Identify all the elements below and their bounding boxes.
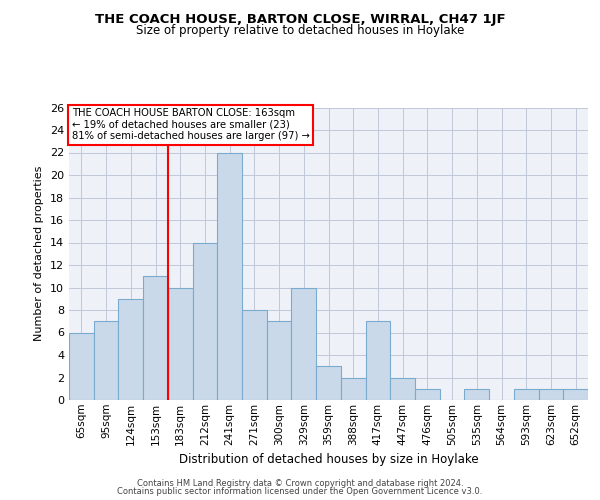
Bar: [390, 378, 415, 400]
Bar: [94, 322, 118, 400]
Bar: [217, 152, 242, 400]
Bar: [267, 322, 292, 400]
Bar: [464, 389, 489, 400]
Bar: [69, 332, 94, 400]
Bar: [292, 288, 316, 400]
Text: THE COACH HOUSE, BARTON CLOSE, WIRRAL, CH47 1JF: THE COACH HOUSE, BARTON CLOSE, WIRRAL, C…: [95, 12, 505, 26]
Bar: [563, 389, 588, 400]
Bar: [242, 310, 267, 400]
Text: Size of property relative to detached houses in Hoylake: Size of property relative to detached ho…: [136, 24, 464, 37]
Bar: [539, 389, 563, 400]
Bar: [118, 298, 143, 400]
Text: Contains HM Land Registry data © Crown copyright and database right 2024.: Contains HM Land Registry data © Crown c…: [137, 478, 463, 488]
X-axis label: Distribution of detached houses by size in Hoylake: Distribution of detached houses by size …: [179, 453, 478, 466]
Bar: [365, 322, 390, 400]
Bar: [168, 288, 193, 400]
Bar: [341, 378, 365, 400]
Bar: [193, 242, 217, 400]
Bar: [316, 366, 341, 400]
Text: THE COACH HOUSE BARTON CLOSE: 163sqm
← 19% of detached houses are smaller (23)
8: THE COACH HOUSE BARTON CLOSE: 163sqm ← 1…: [71, 108, 310, 142]
Bar: [143, 276, 168, 400]
Text: Contains public sector information licensed under the Open Government Licence v3: Contains public sector information licen…: [118, 487, 482, 496]
Bar: [514, 389, 539, 400]
Bar: [415, 389, 440, 400]
Y-axis label: Number of detached properties: Number of detached properties: [34, 166, 44, 342]
